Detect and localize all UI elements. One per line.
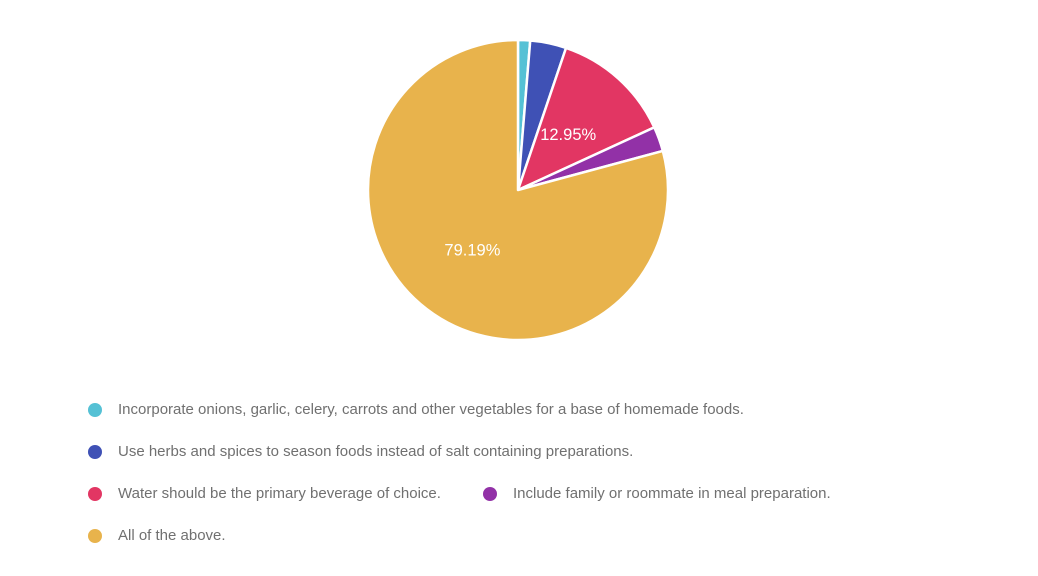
legend-item-2: Water should be the primary beverage of …	[88, 485, 441, 503]
pie-slice-2[interactable]	[516, 46, 656, 192]
legend-item-label: Water should be the primary beverage of …	[118, 485, 441, 502]
legend-item-1: Use herbs and spices to season foods ins…	[88, 443, 633, 461]
legend-dot-icon	[88, 487, 102, 501]
legend-dot-icon	[88, 403, 102, 417]
slice-data-label-2: 12.95%	[540, 126, 596, 144]
legend-item-label: All of the above.	[118, 527, 226, 544]
legend-dot-icon	[88, 445, 102, 459]
legend-item-0: Incorporate onions, garlic, celery, carr…	[88, 401, 744, 419]
legend-item-label: Include family or roommate in meal prepa…	[513, 485, 831, 502]
legend-item-3: Include family or roommate in meal prepa…	[483, 485, 831, 503]
pie-slice-4[interactable]	[366, 38, 670, 342]
legend-dot-icon	[483, 487, 497, 501]
legend-item-4: All of the above.	[88, 527, 226, 545]
legend-item-label: Incorporate onions, garlic, celery, carr…	[118, 401, 744, 418]
slice-data-label-4: 79.19%	[444, 241, 500, 259]
legend-dot-icon	[88, 529, 102, 543]
legend-item-label: Use herbs and spices to season foods ins…	[118, 443, 634, 460]
